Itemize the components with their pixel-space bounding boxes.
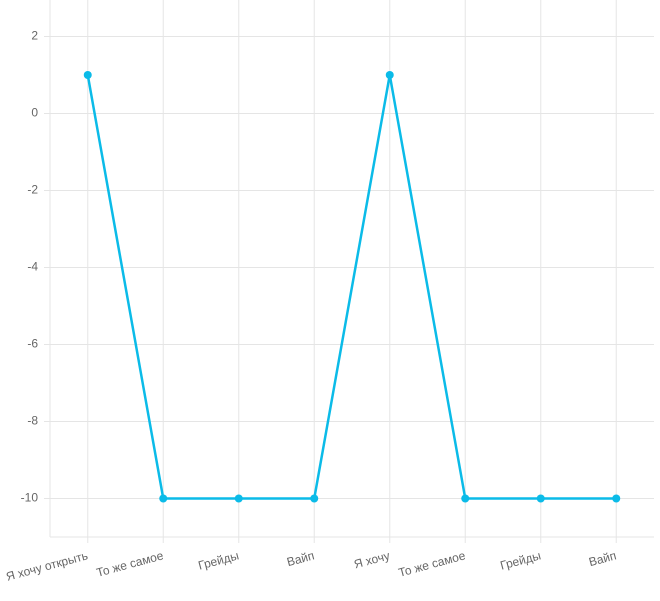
point: [536, 494, 545, 503]
point: [612, 494, 621, 503]
x-tick-label: То же самое: [95, 548, 165, 579]
x-tick-label: То же самое: [397, 548, 467, 579]
y-tick-label: 2: [31, 29, 38, 43]
y-tick-label: 0: [31, 106, 38, 120]
point: [159, 494, 168, 503]
y-tick-label: -4: [27, 260, 38, 274]
x-tick-label: Я хочу: [352, 548, 391, 571]
x-tick-label: Вайп: [285, 548, 316, 569]
x-tick-label: Я хочу открыть: [5, 548, 90, 583]
y-tick-label: -2: [27, 183, 38, 197]
y-tick-label: -10: [21, 491, 39, 505]
point: [461, 494, 470, 503]
y-tick-label: -6: [27, 337, 38, 351]
point: [83, 71, 92, 79]
line: [86, 74, 617, 500]
x-tick-label: Грейды: [499, 548, 543, 572]
point: [234, 494, 243, 503]
x-tick-label: Вайп: [587, 548, 618, 569]
x-tick-label: Грейды: [197, 548, 241, 572]
y-tick-label: -8: [27, 414, 38, 428]
point: [310, 494, 319, 503]
point: [385, 71, 394, 79]
